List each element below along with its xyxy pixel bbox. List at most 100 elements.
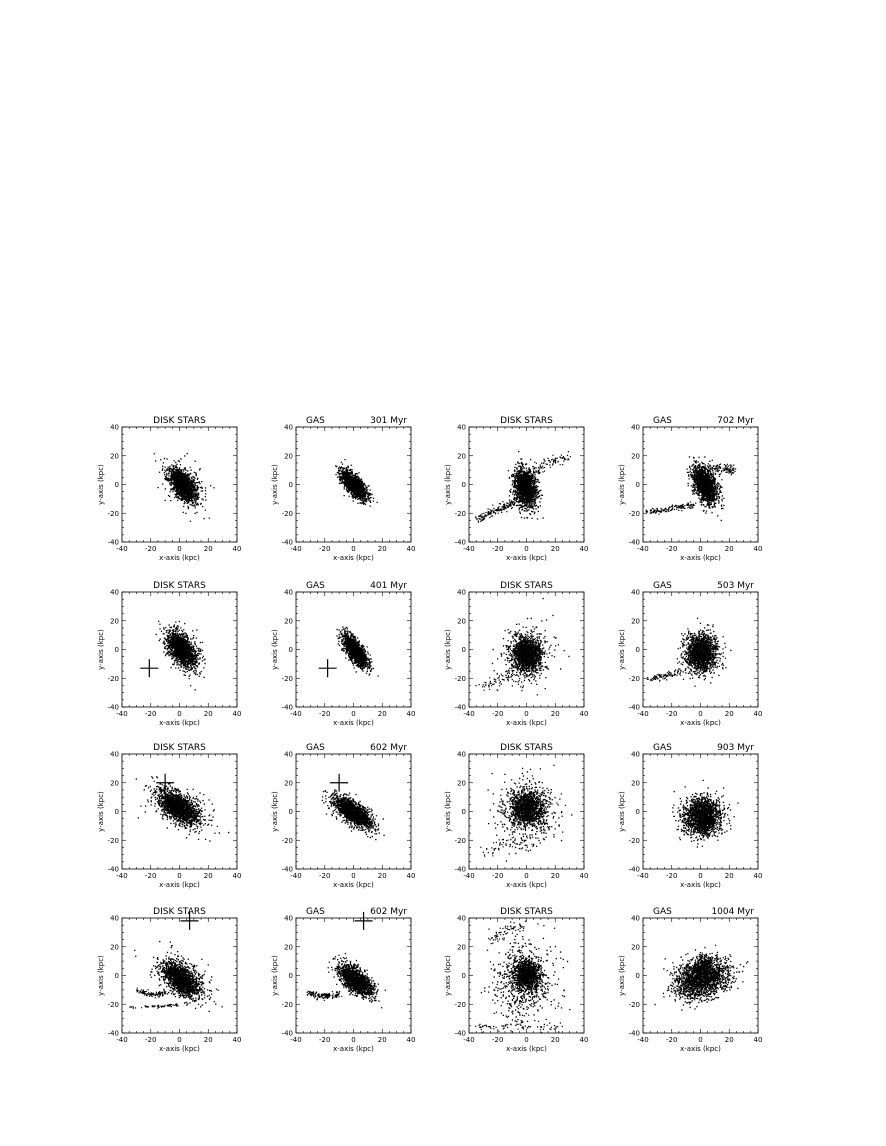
y-tick-label: -40: [108, 866, 119, 874]
x-tick-label: 40: [233, 710, 242, 718]
y-tick-label: 40: [110, 915, 119, 923]
tick-marks: [121, 591, 238, 708]
y-tick-label: -40: [108, 539, 119, 547]
tick-marks: [295, 753, 412, 870]
y-tick-label: 40: [110, 589, 119, 597]
tick-marks: [121, 917, 238, 1034]
particle-cloud: [475, 920, 571, 1034]
x-tick-label: 0: [351, 545, 355, 553]
panel-title-left: GAS: [653, 743, 672, 753]
y-tick-label: -20: [629, 510, 640, 518]
tick-marks: [468, 753, 585, 870]
particle-points: [646, 617, 732, 687]
y-tick-label: 20: [284, 779, 293, 787]
x-tick-label: -40: [463, 710, 474, 718]
x-tick-label: 20: [551, 710, 560, 718]
x-tick-label: 0: [698, 872, 702, 880]
particle-cloud: [129, 940, 223, 1012]
y-tick-label: 40: [631, 915, 640, 923]
y-axis-label: y-axis (kpc): [444, 464, 452, 505]
y-tick-label: 0: [115, 646, 119, 654]
x-tick-label: -40: [116, 1036, 127, 1044]
particle-cloud: [153, 453, 215, 522]
scatter-panel: -40 -20 0 20 40 -40 -20 0 20 40 x-axis (kpc) y-axis…: [618, 907, 762, 1053]
particle-cloud: [475, 450, 571, 523]
x-tick-label: 20: [204, 872, 213, 880]
x-tick-label: 0: [351, 710, 355, 718]
y-axis-label: y-axis (kpc): [444, 955, 452, 996]
y-tick-label: -20: [455, 1001, 466, 1009]
y-tick-label: -40: [629, 704, 640, 712]
y-tick-label: 0: [115, 972, 119, 980]
x-axis-label: x-axis (kpc): [506, 1045, 547, 1053]
y-tick-label: 0: [115, 481, 119, 489]
x-tick-label: 40: [754, 710, 763, 718]
cross-marker: [354, 911, 373, 930]
x-tick-label: 20: [204, 545, 213, 553]
y-tick-label: -40: [629, 866, 640, 874]
y-tick-label: 40: [457, 424, 466, 432]
x-tick-label: -20: [666, 872, 677, 880]
x-tick-label: 0: [698, 545, 702, 553]
y-tick-label: -20: [282, 837, 293, 845]
panel-title: DISK STARS: [153, 581, 206, 591]
y-tick-label: 0: [289, 972, 293, 980]
particle-cloud: [155, 620, 206, 691]
particle-cloud: [336, 626, 379, 677]
x-tick-label: 40: [580, 710, 589, 718]
x-tick-label: -20: [492, 710, 503, 718]
y-tick-label: 40: [457, 589, 466, 597]
y-tick-label: 40: [110, 424, 119, 432]
x-tick-label: -40: [290, 545, 301, 553]
particle-points: [321, 789, 385, 841]
x-tick-label: -20: [666, 710, 677, 718]
tick-marks: [468, 591, 585, 708]
y-axis-label: y-axis (kpc): [618, 791, 626, 832]
particle-points: [155, 620, 206, 691]
particle-points: [475, 597, 570, 696]
x-axis-label: x-axis (kpc): [506, 719, 547, 727]
x-tick-label: -20: [492, 872, 503, 880]
y-tick-label: 20: [284, 943, 293, 951]
x-tick-label: -20: [492, 1036, 503, 1044]
y-tick-label: 0: [289, 481, 293, 489]
y-tick-label: 40: [110, 751, 119, 759]
scatter-panel: -40 -20 0 20 40 -40 -20 0 20 40 x-axis (kpc) y-axis…: [618, 416, 762, 562]
particle-cloud: [475, 597, 570, 696]
x-axis-label: x-axis (kpc): [159, 881, 200, 889]
particle-points: [336, 626, 379, 677]
y-tick-label: -20: [629, 675, 640, 683]
panel-title-right: 702 Myr: [717, 416, 754, 426]
panel-title: DISK STARS: [500, 416, 553, 426]
y-tick-label: -40: [629, 1030, 640, 1038]
y-tick-label: -20: [455, 837, 466, 845]
y-tick-label: -40: [282, 866, 293, 874]
x-tick-label: -40: [637, 710, 648, 718]
x-tick-label: 40: [233, 872, 242, 880]
y-tick-label: 0: [289, 646, 293, 654]
y-tick-label: -20: [282, 510, 293, 518]
x-tick-label: -40: [637, 872, 648, 880]
y-axis-label: y-axis (kpc): [97, 791, 105, 832]
y-tick-label: -20: [455, 675, 466, 683]
x-axis-label: x-axis (kpc): [159, 1045, 200, 1053]
x-axis-label: x-axis (kpc): [333, 719, 374, 727]
particle-points: [672, 779, 739, 848]
x-axis-label: x-axis (kpc): [680, 1045, 721, 1053]
x-tick-label: 0: [698, 1036, 702, 1044]
panel-title-right: 503 Myr: [717, 581, 754, 591]
x-tick-label: -20: [145, 545, 156, 553]
x-tick-label: -20: [492, 545, 503, 553]
x-tick-label: 0: [177, 545, 181, 553]
cross-marker: [180, 911, 199, 930]
scatter-panel: -40 -20 0 20 40 -40 -20 0 20 40 x-axis (kpc) y-axis…: [271, 743, 415, 889]
x-tick-label: 0: [177, 1036, 181, 1044]
y-axis-label: y-axis (kpc): [444, 629, 452, 670]
particle-points: [480, 764, 573, 862]
panel-title-left: GAS: [653, 907, 672, 917]
y-tick-label: 0: [636, 808, 640, 816]
panel-title-left: GAS: [306, 416, 325, 426]
y-axis-label: y-axis (kpc): [271, 791, 279, 832]
